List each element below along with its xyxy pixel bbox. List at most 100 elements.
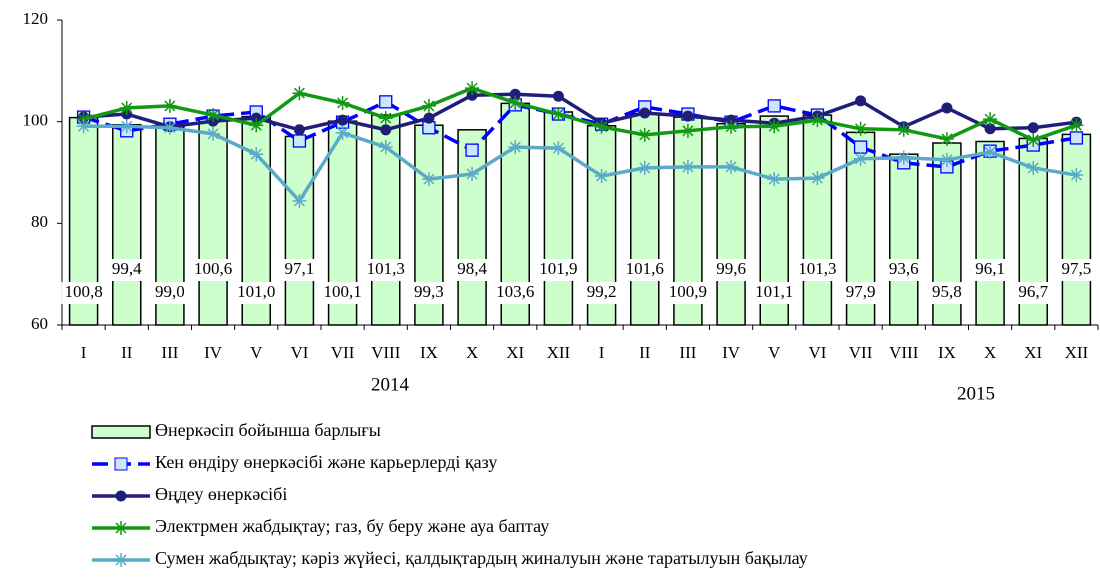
- x-tick-label: VIII: [371, 343, 401, 362]
- marker: [1069, 168, 1084, 183]
- bar: [1061, 133, 1092, 326]
- legend-marker: [114, 457, 128, 471]
- marker: [941, 102, 953, 114]
- value-label-bg: [795, 259, 840, 281]
- marker: [421, 172, 436, 187]
- marker: [465, 81, 480, 96]
- marker: [984, 123, 996, 135]
- x-tick-label: V: [250, 343, 263, 362]
- value-label-bg: [277, 259, 322, 281]
- value-label-bg: [61, 282, 106, 304]
- year-label: 2015: [957, 383, 995, 404]
- marker: [682, 110, 694, 122]
- value-label: 97,5: [1062, 259, 1092, 278]
- value-label-bg: [493, 282, 538, 304]
- x-tick-label: IX: [938, 343, 956, 362]
- value-label: 100,8: [64, 282, 102, 301]
- x-tick-label: II: [639, 343, 651, 362]
- bar: [284, 135, 315, 326]
- marker: [939, 152, 954, 167]
- x-tick-label: XI: [1024, 343, 1042, 362]
- marker: [292, 134, 307, 148]
- value-label-bg: [147, 282, 192, 304]
- marker: [466, 89, 478, 101]
- marker: [293, 124, 305, 136]
- marker: [853, 151, 868, 166]
- marker: [508, 95, 523, 110]
- value-label: 100,6: [194, 259, 232, 278]
- x-tick-label: XI: [506, 343, 524, 362]
- marker: [206, 108, 221, 123]
- x-tick-label: II: [121, 343, 133, 362]
- legend-label: Сумен жабдықтау; кәріз жүйесі, қалдықтар…: [155, 548, 808, 568]
- bar: [975, 140, 1005, 326]
- marker: [465, 167, 480, 182]
- marker: [1026, 132, 1041, 147]
- value-label-bg: [579, 282, 624, 304]
- x-tick-label: IX: [420, 343, 438, 362]
- year-label: 2014: [371, 374, 410, 395]
- value-label-bg: [406, 282, 451, 304]
- y-tick-label: 100: [23, 111, 49, 130]
- marker: [551, 107, 566, 122]
- value-label-bg: [709, 259, 754, 281]
- marker: [983, 145, 998, 160]
- value-label: 99,6: [716, 259, 746, 278]
- marker: [724, 159, 739, 174]
- value-label: 101,6: [626, 259, 664, 278]
- value-label: 99,4: [112, 259, 142, 278]
- marker: [939, 131, 954, 146]
- marker: [379, 95, 393, 109]
- y-tick-label: 60: [31, 314, 48, 333]
- marker: [292, 86, 307, 101]
- value-label: 101,0: [237, 282, 275, 301]
- value-label-bg: [1011, 282, 1056, 304]
- value-label-bg: [924, 282, 969, 304]
- marker: [1069, 131, 1084, 145]
- value-label-bg: [881, 259, 926, 281]
- marker: [594, 169, 609, 184]
- marker: [1069, 118, 1084, 133]
- bar: [198, 117, 228, 326]
- marker: [378, 140, 393, 155]
- x-tick-label: V: [768, 343, 781, 362]
- legend-label: Өнеркәсіп бойынша барлығы: [155, 420, 381, 440]
- marker: [637, 127, 652, 142]
- value-label: 101,9: [539, 259, 577, 278]
- y-tick-label: 80: [31, 212, 48, 231]
- marker: [249, 147, 264, 162]
- marker: [292, 193, 307, 208]
- marker: [1027, 122, 1039, 134]
- marker: [552, 90, 564, 102]
- value-label: 100,1: [323, 282, 361, 301]
- value-label-bg: [104, 259, 149, 281]
- value-label: 99,0: [155, 282, 185, 301]
- x-tick-label: X: [466, 343, 478, 362]
- marker: [896, 122, 911, 137]
- value-label-bg: [536, 259, 581, 281]
- marker: [423, 112, 435, 124]
- marker: [378, 111, 393, 126]
- bar: [112, 123, 142, 326]
- value-label: 96,1: [975, 259, 1005, 278]
- bar: [889, 153, 919, 326]
- value-label-bg: [968, 259, 1013, 281]
- value-label-bg: [234, 282, 279, 304]
- value-label-bg: [665, 282, 710, 304]
- line: [83, 92, 1077, 132]
- legend-label: Электрмен жабдықтау; газ, бу беру және а…: [155, 516, 549, 536]
- x-tick-label: VII: [849, 343, 873, 362]
- line: [83, 86, 1077, 142]
- marker: [680, 159, 695, 174]
- x-tick-label: III: [161, 343, 178, 362]
- value-label-bg: [320, 282, 365, 304]
- marker: [119, 100, 134, 115]
- value-label-bg: [838, 282, 883, 304]
- marker: [335, 125, 350, 140]
- x-tick-label: VI: [808, 343, 826, 362]
- x-tick-label: I: [599, 343, 605, 362]
- value-label: 95,8: [932, 282, 962, 301]
- value-label-bg: [1054, 259, 1099, 281]
- value-label: 97,9: [846, 282, 876, 301]
- marker: [896, 150, 911, 165]
